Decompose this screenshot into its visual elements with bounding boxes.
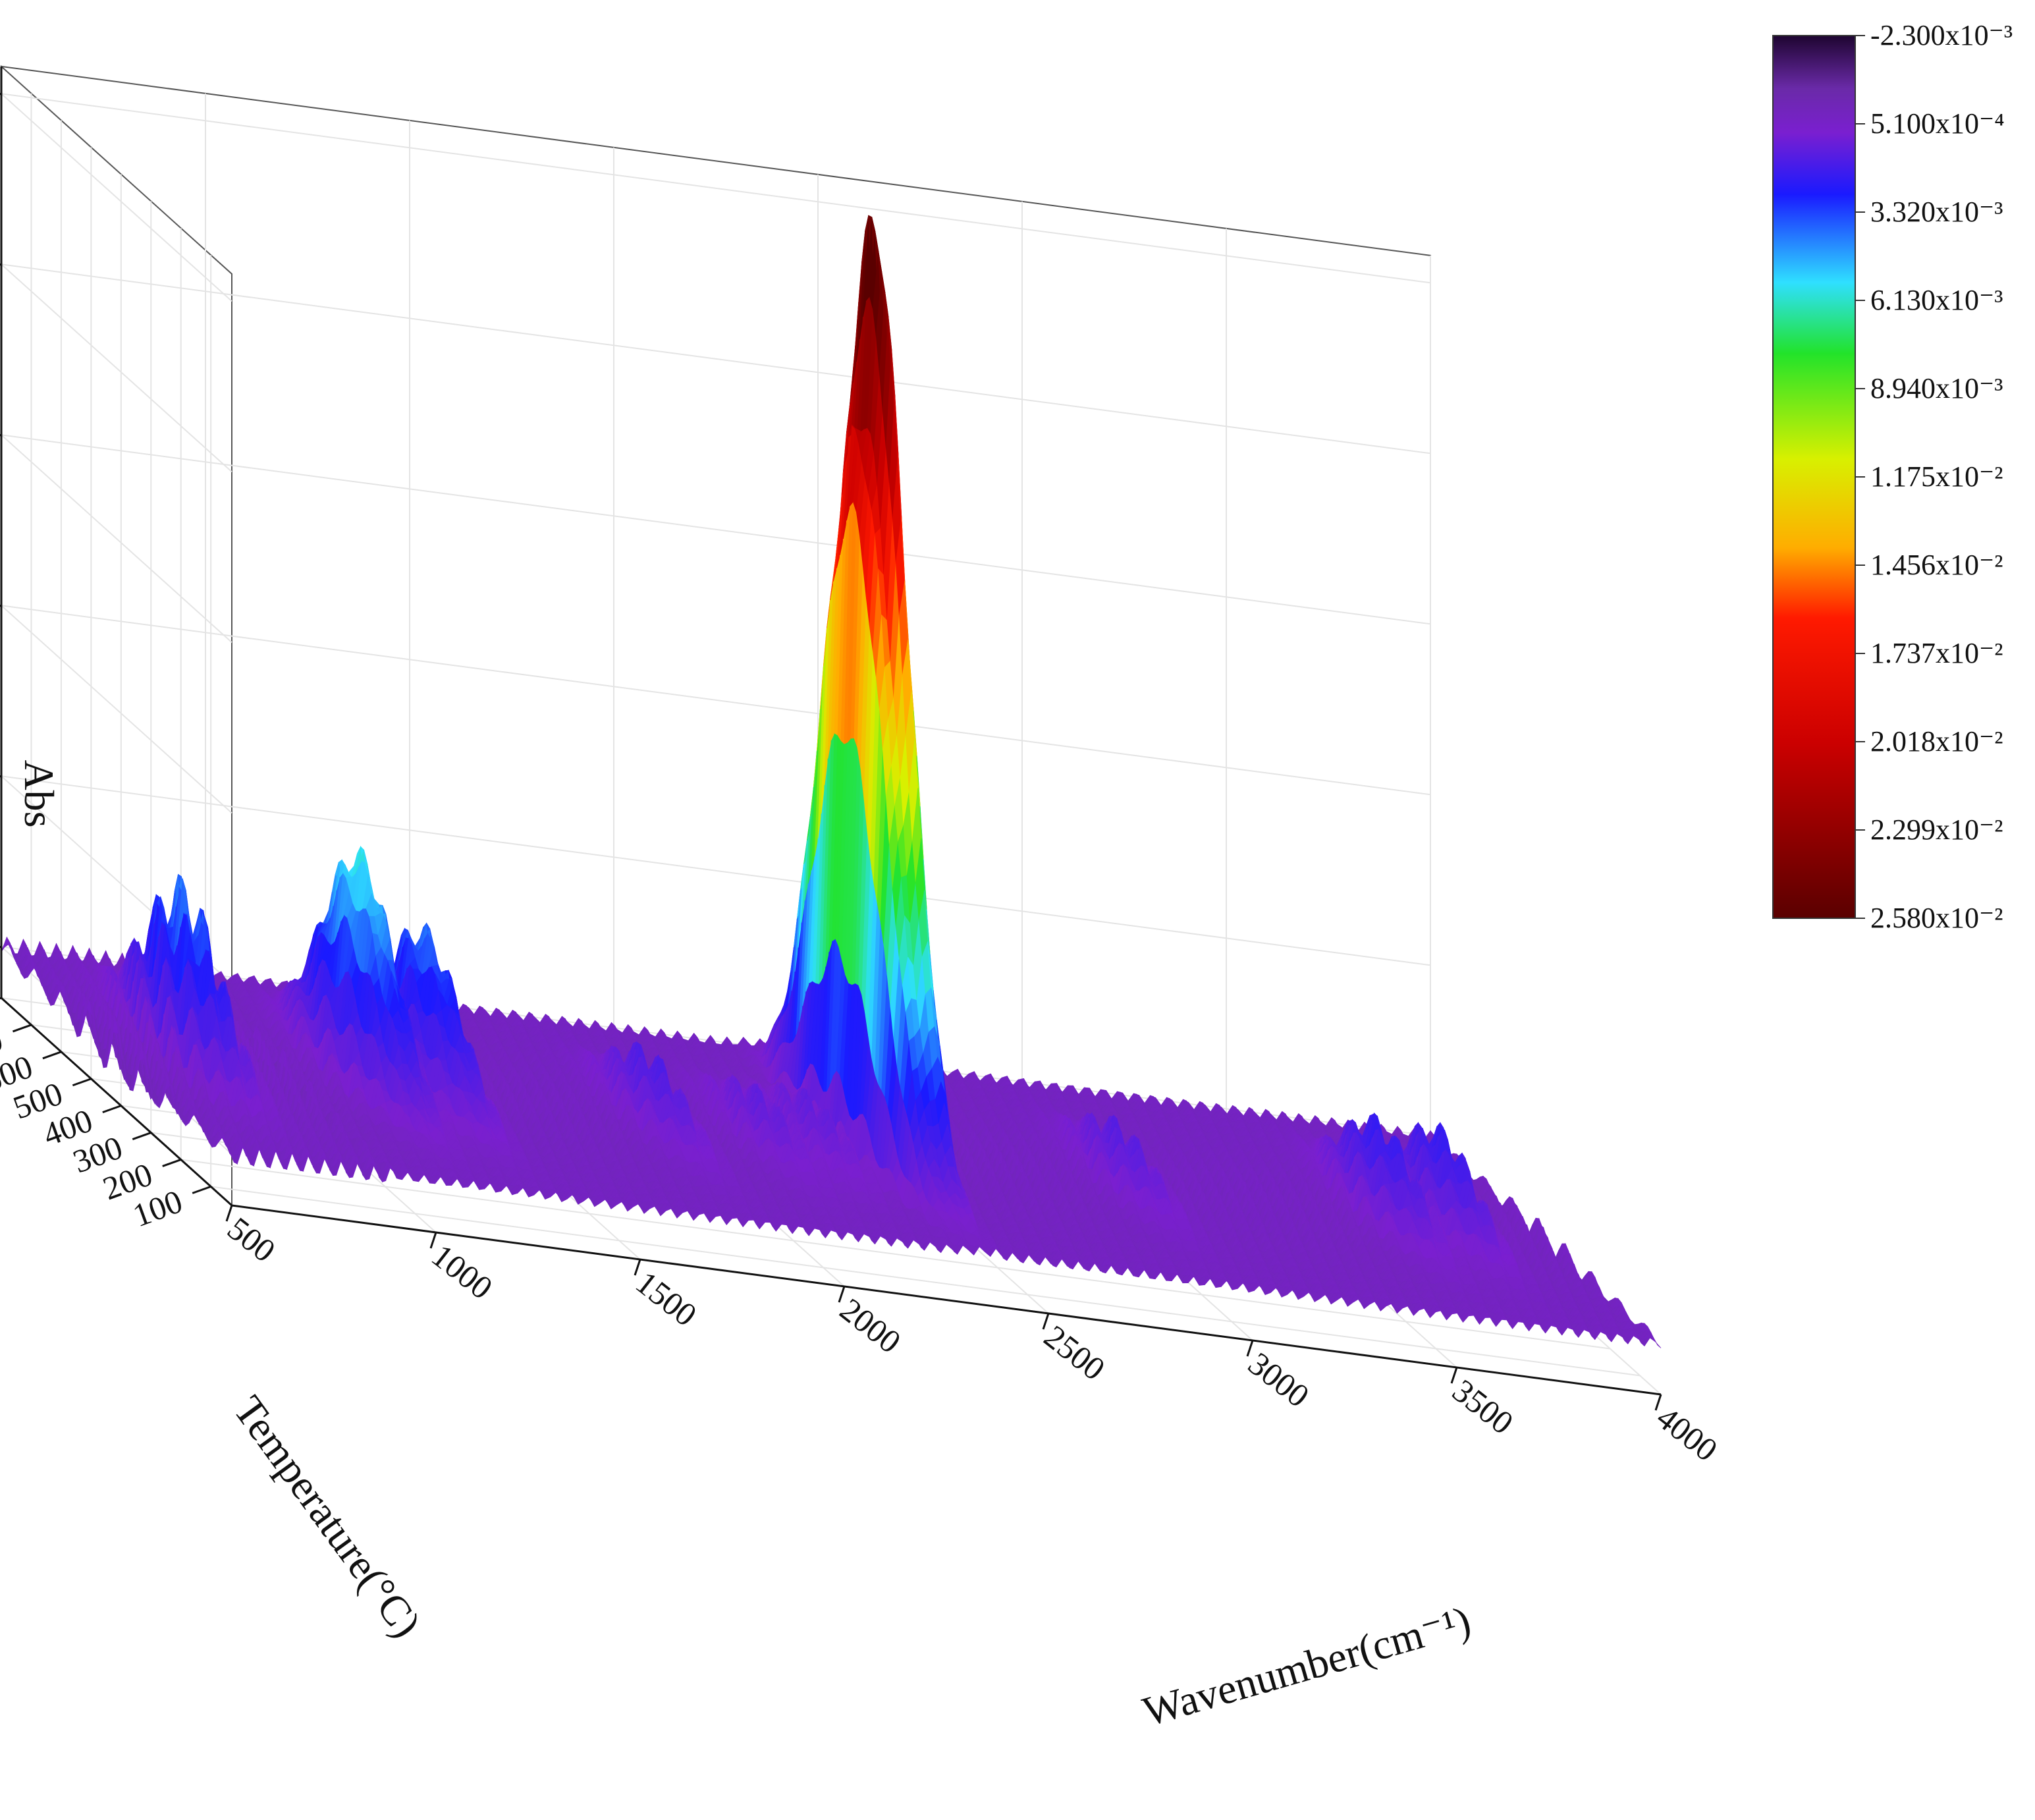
grid-line [1, 434, 1431, 625]
grid-line [1, 605, 1431, 796]
grid-line [1, 775, 1431, 966]
grid-line [1, 434, 232, 644]
grid-line [1, 93, 232, 302]
grid-line [211, 1186, 1641, 1377]
grid-line [1, 93, 1431, 284]
grid-line [180, 1159, 1610, 1350]
surface-plot [1, 215, 1662, 1348]
grid-line [1, 263, 232, 473]
grid-line [1, 263, 1431, 455]
grid-line [1, 605, 232, 814]
